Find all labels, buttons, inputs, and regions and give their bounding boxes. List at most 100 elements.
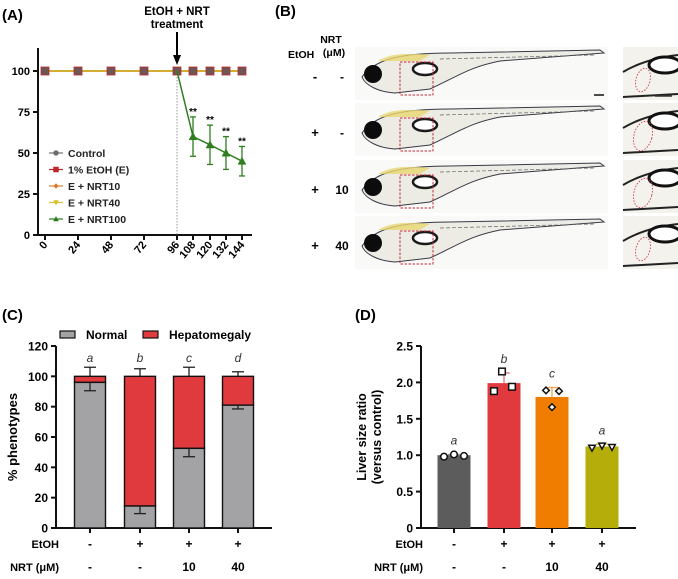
row-nrt-label: 10 bbox=[335, 183, 349, 197]
group-letter: a bbox=[599, 423, 606, 437]
x-tick-label: 48 bbox=[99, 239, 116, 256]
bar-normal bbox=[172, 447, 206, 529]
zebrafish-image bbox=[355, 216, 608, 269]
inset-swim-bladder bbox=[647, 111, 678, 131]
bar-normal bbox=[221, 404, 255, 529]
liver-region-box bbox=[399, 117, 434, 152]
y-axis-label: % phenotypes bbox=[5, 393, 20, 481]
zebrafish-image bbox=[355, 103, 608, 156]
y-tick-label: 40 bbox=[35, 461, 49, 475]
fish-swim-bladder bbox=[411, 61, 439, 77]
panel-a-label: (A) bbox=[2, 7, 23, 24]
legend-marker-icon bbox=[53, 215, 59, 222]
data-point bbox=[597, 442, 607, 451]
condition-value: + bbox=[548, 537, 555, 551]
legend-label: E + NRT10 bbox=[68, 181, 120, 193]
condition-value: + bbox=[185, 537, 192, 551]
data-point bbox=[459, 451, 469, 460]
bar-hepatomegaly bbox=[123, 375, 157, 507]
group-letter: a bbox=[451, 433, 458, 447]
fish-yolk-pigment bbox=[378, 53, 430, 61]
y-tick-label: 1.0 bbox=[396, 449, 413, 463]
row-nrt-label: 40 bbox=[335, 239, 349, 253]
y-tick-label: 1.5 bbox=[396, 412, 413, 426]
header-etoh: EtOH bbox=[288, 49, 314, 61]
condition-row-label: NRT (μM) bbox=[374, 562, 423, 574]
y-tick-label: 120 bbox=[28, 340, 48, 354]
liver-region-box bbox=[399, 174, 434, 209]
group-letter: b bbox=[501, 352, 508, 366]
condition-value: 40 bbox=[595, 560, 609, 574]
significance-marker: ** bbox=[206, 115, 214, 126]
data-point-flat bbox=[221, 66, 231, 76]
y-tick-label: 75 bbox=[18, 107, 30, 119]
data-point-nrt100 bbox=[205, 140, 215, 149]
group-letter: a bbox=[87, 351, 94, 365]
data-point bbox=[541, 386, 551, 395]
condition-value: 40 bbox=[231, 560, 245, 574]
data-point-nrt100 bbox=[188, 132, 198, 141]
zebrafish-image bbox=[355, 47, 608, 100]
x-tick-label: 72 bbox=[132, 239, 149, 256]
data-point bbox=[547, 402, 557, 412]
y-tick-label: 25 bbox=[18, 189, 30, 201]
bar-hepatomegaly bbox=[172, 375, 206, 450]
condition-value: 10 bbox=[182, 560, 196, 574]
legend-label: 1% EtOH (E) bbox=[68, 165, 129, 177]
bar bbox=[487, 383, 521, 528]
liver-inset-image bbox=[622, 160, 678, 213]
group-letter: d bbox=[235, 351, 242, 365]
data-point bbox=[507, 382, 517, 391]
fish-notochord bbox=[439, 110, 596, 116]
inset-belly bbox=[622, 206, 678, 211]
legend-marker-icon bbox=[53, 200, 59, 206]
x-tick-label: 144 bbox=[226, 239, 248, 261]
condition-value: - bbox=[138, 560, 142, 574]
condition-value: - bbox=[452, 537, 456, 551]
legend-label: Normal bbox=[86, 328, 127, 342]
bar bbox=[535, 396, 569, 528]
y-tick-label: 0.5 bbox=[396, 485, 413, 499]
data-point bbox=[554, 386, 564, 396]
data-point-nrt100 bbox=[221, 148, 231, 157]
data-point-flat bbox=[106, 66, 116, 76]
data-point-flat bbox=[188, 66, 198, 76]
data-point bbox=[449, 450, 459, 459]
data-point-flat bbox=[205, 66, 215, 76]
data-point bbox=[497, 367, 507, 376]
liver-inset-image bbox=[622, 103, 678, 156]
significance-marker: ** bbox=[189, 107, 197, 118]
fish-swim-bladder bbox=[411, 117, 439, 133]
y-tick-label: 100 bbox=[28, 370, 48, 384]
legend-swatch bbox=[59, 330, 76, 339]
data-point bbox=[439, 452, 449, 461]
significance-marker: ** bbox=[222, 127, 230, 138]
condition-value: + bbox=[598, 537, 605, 551]
inset-belly bbox=[622, 149, 678, 154]
y-tick-label: 20 bbox=[35, 491, 49, 505]
y-tick-label: 2.5 bbox=[396, 340, 413, 354]
annotation-line1: EtOH + NRT bbox=[144, 6, 210, 18]
legend-marker-icon bbox=[53, 183, 59, 189]
x-tick-label: 108 bbox=[177, 239, 198, 261]
header-nrt: NRT bbox=[320, 34, 342, 46]
inset-swim-bladder bbox=[647, 168, 678, 188]
legend-swatch bbox=[142, 330, 159, 339]
liver-outline bbox=[635, 236, 651, 262]
condition-row-label: EtOH bbox=[396, 539, 424, 551]
panel-c-label: (C) bbox=[2, 307, 23, 324]
legend-label: Control bbox=[68, 148, 105, 160]
condition-row-label: NRT (μM) bbox=[10, 562, 59, 574]
panel-b-label: (B) bbox=[275, 3, 296, 20]
liver-outline bbox=[633, 120, 653, 152]
header-nrt-unit: (μM) bbox=[323, 47, 345, 59]
y-tick-label: 100 bbox=[12, 66, 30, 78]
bar bbox=[585, 446, 619, 528]
y-tick-label: 2.0 bbox=[396, 376, 413, 390]
data-point-flat bbox=[237, 66, 247, 76]
fish-yolk-pigment bbox=[378, 109, 430, 117]
legend-marker-icon bbox=[53, 166, 59, 173]
annotation-line2: treatment bbox=[151, 19, 204, 31]
arrow-down-icon bbox=[173, 55, 181, 65]
